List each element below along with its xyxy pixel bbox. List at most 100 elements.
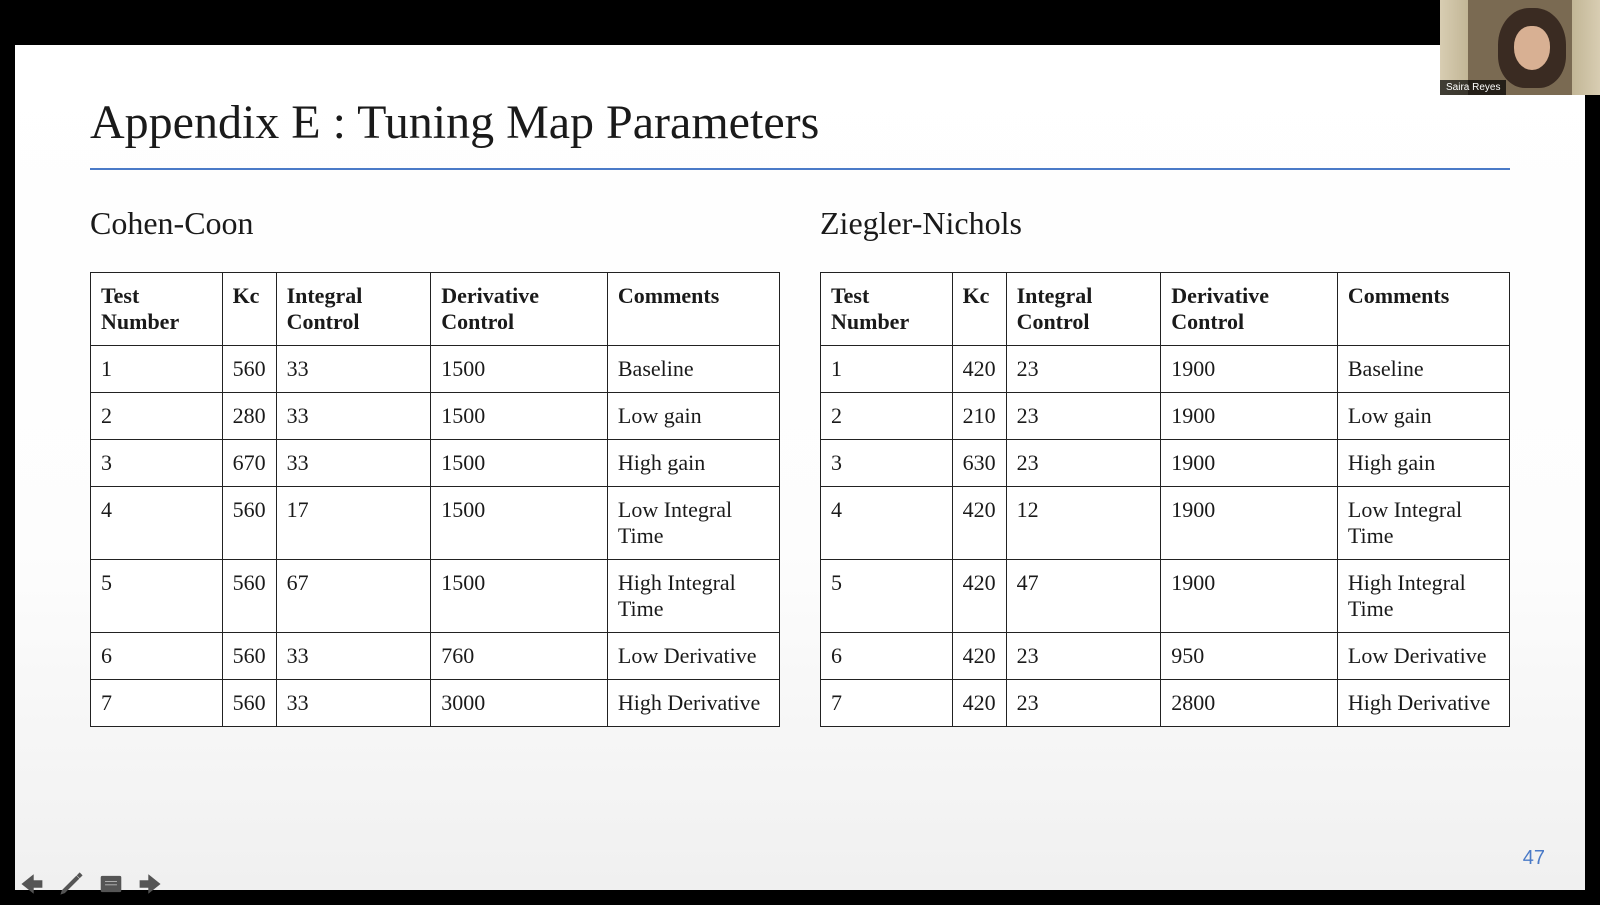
cohen-coon-block: Cohen-Coon Test NumberKcIntegral Control… bbox=[90, 205, 780, 727]
table-cell: 6 bbox=[821, 633, 953, 680]
column-header: Comments bbox=[1337, 273, 1509, 346]
table-header-row: Test NumberKcIntegral ControlDerivative … bbox=[91, 273, 780, 346]
table-cell: Low Derivative bbox=[607, 633, 779, 680]
table-cell: High Integral Time bbox=[607, 560, 779, 633]
notes-icon bbox=[98, 871, 124, 897]
table-cell: 1 bbox=[821, 346, 953, 393]
table-row: 2280331500Low gain bbox=[91, 393, 780, 440]
table-cell: 23 bbox=[1006, 440, 1161, 487]
table-row: 5560671500High Integral Time bbox=[91, 560, 780, 633]
table-cell: 560 bbox=[222, 680, 276, 727]
table-cell: 280 bbox=[222, 393, 276, 440]
column-header: Test Number bbox=[91, 273, 223, 346]
column-header: Derivative Control bbox=[431, 273, 608, 346]
table-cell: 760 bbox=[431, 633, 608, 680]
table-cell: 560 bbox=[222, 487, 276, 560]
table-row: 1420231900Baseline bbox=[821, 346, 1510, 393]
table-row: 3670331500High gain bbox=[91, 440, 780, 487]
ziegler-nichols-caption: Ziegler-Nichols bbox=[820, 205, 1510, 242]
table-cell: 33 bbox=[276, 680, 431, 727]
arrow-left-icon bbox=[18, 871, 44, 897]
webcam-bg-decor bbox=[1572, 0, 1600, 95]
table-cell: 1500 bbox=[431, 346, 608, 393]
table-cell: Baseline bbox=[607, 346, 779, 393]
table-cell: 47 bbox=[1006, 560, 1161, 633]
pencil-icon bbox=[58, 871, 84, 897]
table-cell: 2 bbox=[91, 393, 223, 440]
table-cell: 5 bbox=[821, 560, 953, 633]
table-cell: 420 bbox=[952, 560, 1006, 633]
table-row: 5420471900High Integral Time bbox=[821, 560, 1510, 633]
prev-slide-button[interactable] bbox=[18, 871, 44, 897]
tables-row: Cohen-Coon Test NumberKcIntegral Control… bbox=[90, 205, 1510, 727]
cohen-coon-caption: Cohen-Coon bbox=[90, 205, 780, 242]
table-cell: 4 bbox=[91, 487, 223, 560]
table-cell: 1900 bbox=[1161, 440, 1338, 487]
table-row: 4560171500Low Integral Time bbox=[91, 487, 780, 560]
table-cell: 1500 bbox=[431, 560, 608, 633]
table-row: 3630231900High gain bbox=[821, 440, 1510, 487]
table-cell: 33 bbox=[276, 440, 431, 487]
table-cell: Low Integral Time bbox=[1337, 487, 1509, 560]
next-slide-button[interactable] bbox=[138, 871, 164, 897]
slide: Appendix E : Tuning Map Parameters Cohen… bbox=[15, 45, 1585, 890]
table-cell: High Derivative bbox=[607, 680, 779, 727]
column-header: Kc bbox=[952, 273, 1006, 346]
table-cell: Low Integral Time bbox=[607, 487, 779, 560]
table-cell: 1900 bbox=[1161, 346, 1338, 393]
table-row: 642023950Low Derivative bbox=[821, 633, 1510, 680]
table-cell: 950 bbox=[1161, 633, 1338, 680]
table-cell: 23 bbox=[1006, 680, 1161, 727]
table-cell: 12 bbox=[1006, 487, 1161, 560]
column-header: Kc bbox=[222, 273, 276, 346]
table-row: 7560333000High Derivative bbox=[91, 680, 780, 727]
table-cell: 33 bbox=[276, 346, 431, 393]
table-cell: High gain bbox=[1337, 440, 1509, 487]
table-cell: Low gain bbox=[1337, 393, 1509, 440]
table-cell: 420 bbox=[952, 487, 1006, 560]
table-cell: 560 bbox=[222, 346, 276, 393]
ziegler-nichols-block: Ziegler-Nichols Test NumberKcIntegral Co… bbox=[820, 205, 1510, 727]
notes-button[interactable] bbox=[98, 871, 124, 897]
table-cell: 3000 bbox=[431, 680, 608, 727]
table-cell: 17 bbox=[276, 487, 431, 560]
table-cell: 670 bbox=[222, 440, 276, 487]
table-cell: 67 bbox=[276, 560, 431, 633]
table-cell: 560 bbox=[222, 560, 276, 633]
column-header: Test Number bbox=[821, 273, 953, 346]
column-header: Comments bbox=[607, 273, 779, 346]
table-cell: 630 bbox=[952, 440, 1006, 487]
arrow-right-icon bbox=[138, 871, 164, 897]
table-cell: 5 bbox=[91, 560, 223, 633]
table-cell: 23 bbox=[1006, 346, 1161, 393]
table-cell: Low gain bbox=[607, 393, 779, 440]
column-header: Derivative Control bbox=[1161, 273, 1338, 346]
table-cell: 7 bbox=[821, 680, 953, 727]
pen-tool-button[interactable] bbox=[58, 871, 84, 897]
table-cell: 210 bbox=[952, 393, 1006, 440]
table-row: 7420232800High Derivative bbox=[821, 680, 1510, 727]
table-cell: 6 bbox=[91, 633, 223, 680]
table-row: 1560331500Baseline bbox=[91, 346, 780, 393]
table-cell: 3 bbox=[821, 440, 953, 487]
table-cell: 420 bbox=[952, 680, 1006, 727]
table-cell: 1900 bbox=[1161, 560, 1338, 633]
table-cell: 33 bbox=[276, 633, 431, 680]
page-number: 47 bbox=[1523, 847, 1545, 870]
cohen-coon-table: Test NumberKcIntegral ControlDerivative … bbox=[90, 272, 780, 727]
table-cell: 3 bbox=[91, 440, 223, 487]
table-cell: 33 bbox=[276, 393, 431, 440]
table-cell: 1500 bbox=[431, 440, 608, 487]
column-header: Integral Control bbox=[1006, 273, 1161, 346]
webcam-thumbnail[interactable]: Saira Reyes bbox=[1440, 0, 1600, 95]
column-header: Integral Control bbox=[276, 273, 431, 346]
avatar bbox=[1514, 26, 1550, 70]
table-cell: 1500 bbox=[431, 487, 608, 560]
table-row: 2210231900Low gain bbox=[821, 393, 1510, 440]
table-cell: Low Derivative bbox=[1337, 633, 1509, 680]
table-cell: 23 bbox=[1006, 393, 1161, 440]
table-cell: High gain bbox=[607, 440, 779, 487]
table-header-row: Test NumberKcIntegral ControlDerivative … bbox=[821, 273, 1510, 346]
table-row: 656033760Low Derivative bbox=[91, 633, 780, 680]
table-cell: 4 bbox=[821, 487, 953, 560]
